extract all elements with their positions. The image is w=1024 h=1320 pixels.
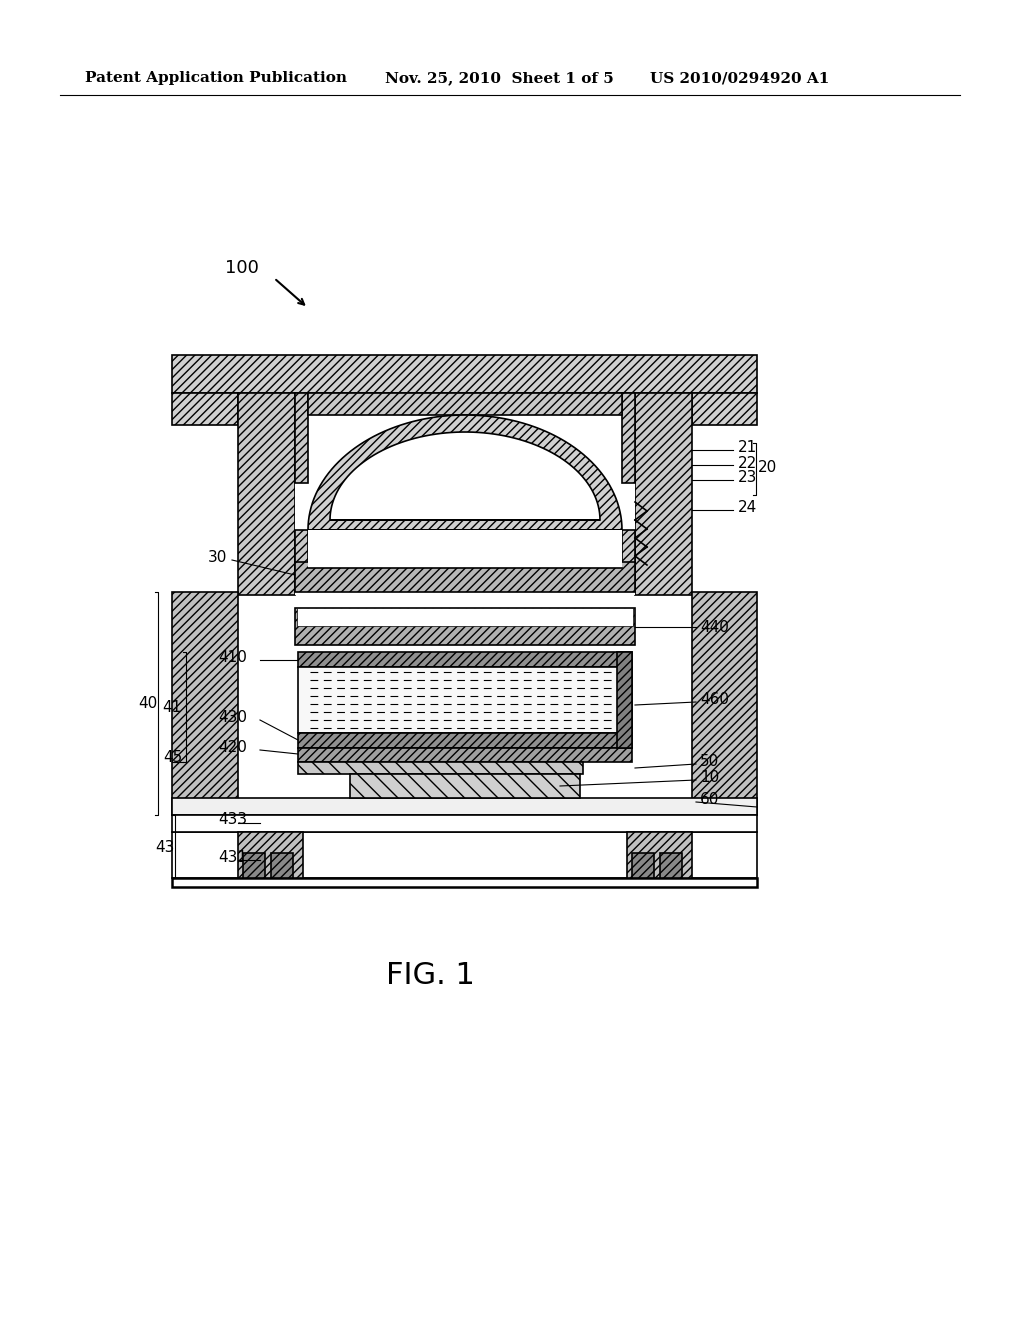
Bar: [295, 393, 635, 595]
Bar: [622, 393, 635, 483]
Bar: [243, 853, 265, 878]
Bar: [627, 832, 692, 878]
Bar: [271, 853, 293, 878]
Polygon shape: [308, 414, 622, 531]
Text: US 2010/0294920 A1: US 2010/0294920 A1: [650, 71, 829, 84]
Bar: [238, 393, 295, 595]
Text: 440: 440: [700, 619, 729, 635]
Text: 410: 410: [218, 651, 247, 665]
Bar: [632, 853, 654, 878]
Bar: [692, 591, 757, 814]
Text: 45: 45: [163, 751, 182, 766]
Text: 50: 50: [700, 755, 719, 770]
Text: 460: 460: [700, 693, 729, 708]
Bar: [308, 393, 622, 414]
Bar: [295, 609, 635, 645]
Bar: [295, 562, 635, 591]
Bar: [660, 853, 682, 878]
Bar: [350, 774, 580, 799]
Text: 30: 30: [208, 550, 227, 565]
Text: 24: 24: [738, 500, 758, 516]
Text: 41: 41: [162, 700, 181, 714]
Text: 23: 23: [738, 470, 758, 486]
Text: 10: 10: [700, 771, 719, 785]
Bar: [298, 667, 632, 733]
Bar: [295, 531, 308, 568]
Bar: [308, 531, 622, 568]
Bar: [298, 762, 583, 774]
Text: 60: 60: [700, 792, 720, 808]
Bar: [238, 832, 303, 878]
Bar: [692, 393, 757, 425]
Text: 433: 433: [218, 813, 247, 828]
Text: 43: 43: [155, 840, 174, 854]
Text: 100: 100: [225, 259, 259, 277]
Bar: [635, 393, 692, 595]
Bar: [622, 531, 635, 568]
Bar: [298, 748, 632, 762]
Bar: [172, 814, 757, 832]
Bar: [298, 652, 632, 667]
Bar: [172, 799, 757, 814]
Text: 40: 40: [138, 696, 158, 710]
Text: FIG. 1: FIG. 1: [386, 961, 474, 990]
Bar: [172, 878, 757, 887]
Bar: [295, 393, 308, 483]
Bar: [172, 393, 238, 425]
Bar: [308, 562, 622, 568]
Bar: [297, 609, 633, 626]
Text: 431: 431: [218, 850, 247, 866]
Text: 420: 420: [218, 741, 247, 755]
Bar: [172, 832, 757, 878]
Text: 22: 22: [738, 455, 758, 470]
Text: 20: 20: [758, 461, 777, 475]
Bar: [172, 355, 757, 393]
Text: Patent Application Publication: Patent Application Publication: [85, 71, 347, 84]
Bar: [617, 652, 632, 748]
Polygon shape: [330, 432, 600, 520]
Text: 21: 21: [738, 441, 758, 455]
Bar: [298, 733, 632, 748]
Bar: [172, 591, 238, 814]
Text: Nov. 25, 2010  Sheet 1 of 5: Nov. 25, 2010 Sheet 1 of 5: [385, 71, 613, 84]
Text: 430: 430: [218, 710, 247, 726]
